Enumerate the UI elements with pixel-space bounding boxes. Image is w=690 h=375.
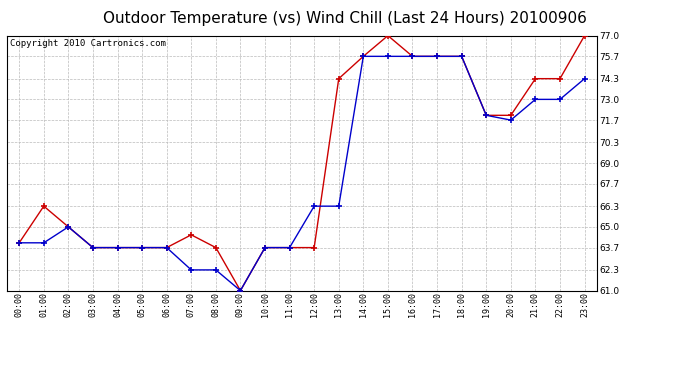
- Text: Copyright 2010 Cartronics.com: Copyright 2010 Cartronics.com: [10, 39, 166, 48]
- Text: Outdoor Temperature (vs) Wind Chill (Last 24 Hours) 20100906: Outdoor Temperature (vs) Wind Chill (Las…: [103, 11, 587, 26]
